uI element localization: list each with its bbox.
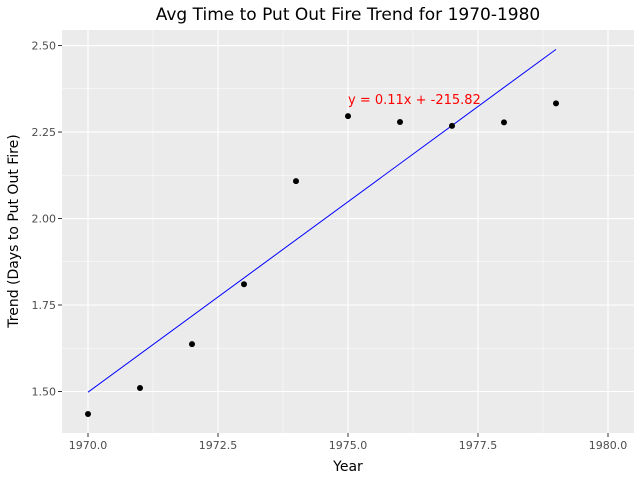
data-point xyxy=(501,119,507,126)
data-point xyxy=(137,385,143,392)
data-point xyxy=(189,341,195,348)
data-point xyxy=(397,119,403,126)
grid-lines xyxy=(62,30,634,433)
chart-title: Avg Time to Put Out Fire Trend for 1970-… xyxy=(156,5,541,25)
y-axis: 1.50 1.75 2.00 2.25 2.50 xyxy=(32,40,62,398)
data-point xyxy=(553,100,559,107)
trend-line-layer xyxy=(87,48,557,393)
y-axis-label: Trend (Days to Put Out Fire) xyxy=(6,134,22,328)
x-axis: 1970.0 1972.5 1975.0 1977.5 1980.0 xyxy=(69,433,628,452)
data-point xyxy=(293,178,299,185)
trend-line xyxy=(87,48,557,393)
y-tick-label: 1.75 xyxy=(32,299,57,312)
x-tick-label: 1972.5 xyxy=(199,439,238,452)
y-tick-label: 2.50 xyxy=(32,40,57,53)
x-axis-label: Year xyxy=(332,459,363,475)
y-tick-label: 2.00 xyxy=(32,213,57,226)
x-tick-label: 1980.0 xyxy=(589,439,628,452)
x-tick-label: 1970.0 xyxy=(69,439,108,452)
x-tick-label: 1975.0 xyxy=(329,439,368,452)
data-point xyxy=(85,410,91,417)
data-points xyxy=(85,100,559,417)
y-tick-label: 2.25 xyxy=(32,126,57,139)
data-point xyxy=(345,113,351,120)
data-point xyxy=(241,281,247,288)
trend-equation-annotation: y = 0.11x + -215.82 xyxy=(348,93,481,108)
data-point xyxy=(449,122,455,129)
x-tick-label: 1977.5 xyxy=(459,439,498,452)
y-tick-label: 1.50 xyxy=(32,385,57,398)
